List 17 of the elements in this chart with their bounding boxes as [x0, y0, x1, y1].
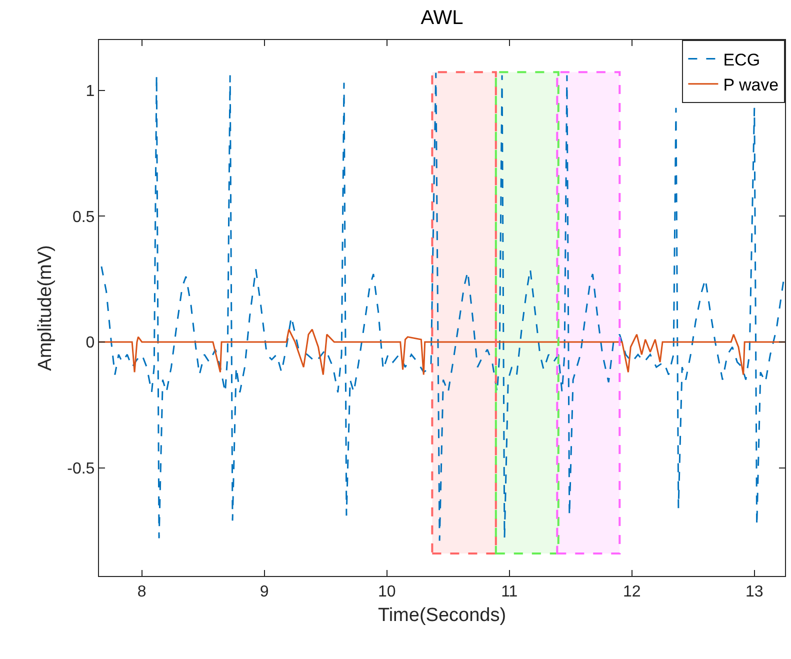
- x-tick-label: 13: [745, 583, 764, 600]
- x-tick-label: 9: [260, 583, 269, 600]
- x-tick-label: 11: [501, 583, 518, 600]
- y-tick-label: 1: [86, 82, 95, 100]
- x-axis-title: Time(Seconds): [378, 605, 506, 626]
- chart-title: AWL: [420, 6, 464, 29]
- y-tick-label: 0.5: [72, 208, 95, 226]
- line-series: [100, 72, 785, 542]
- line-series: [99, 328, 785, 376]
- x-tick-label: 12: [622, 583, 641, 600]
- x-tick-label: 10: [378, 583, 396, 600]
- y-axis-title: Amplitude(mV): [34, 245, 56, 371]
- legend-label: ECG: [723, 50, 760, 70]
- y-tick-label: 0: [86, 334, 95, 352]
- y-tick-label: -0.5: [67, 460, 95, 478]
- legend-label: P wave: [723, 75, 779, 94]
- x-tick-label: 8: [137, 583, 146, 600]
